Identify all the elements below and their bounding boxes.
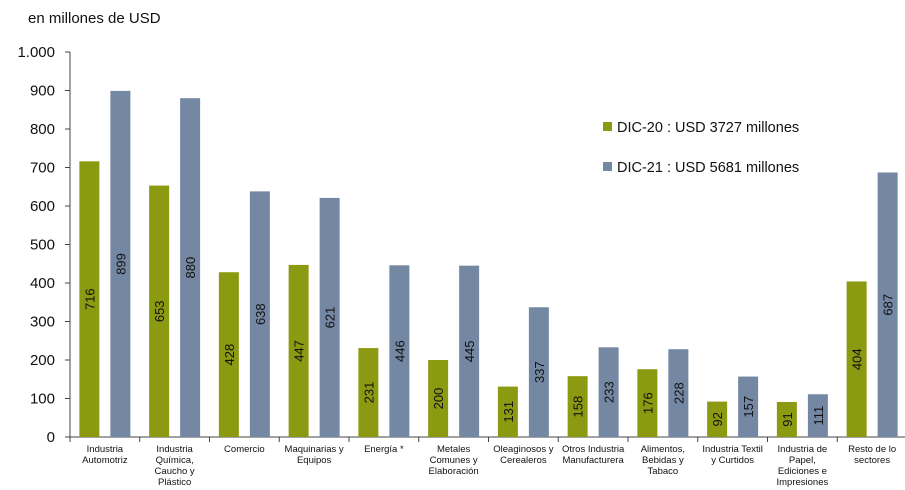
- legend-label: DIC-20 : USD 3727 millones: [617, 120, 799, 136]
- bar: [180, 98, 201, 437]
- data-label: 337: [532, 361, 547, 383]
- bar: [668, 349, 689, 437]
- x-category-label: Industria de: [778, 444, 828, 455]
- bar: [567, 376, 588, 437]
- x-category-label: Bebidas y: [642, 455, 684, 466]
- data-label: 446: [392, 340, 407, 362]
- bar: [319, 197, 340, 437]
- x-category-label: Metales: [437, 444, 471, 455]
- x-category-label: Química,: [156, 455, 194, 466]
- y-unit-label: en millones de USD: [28, 10, 161, 27]
- x-category-label: Comercio: [224, 444, 265, 455]
- data-label: 228: [671, 382, 686, 404]
- y-tick-label: 700: [30, 160, 55, 177]
- legend-swatch: [603, 162, 612, 171]
- bar: [428, 360, 449, 437]
- data-label: 687: [881, 294, 896, 316]
- bar: [497, 386, 518, 437]
- x-category-label: y Curtidos: [711, 455, 754, 466]
- y-tick-label: 600: [30, 198, 55, 215]
- data-label: 653: [152, 300, 167, 322]
- x-category-label: Caucho y: [155, 466, 195, 477]
- x-category-label: Papel,: [789, 455, 816, 466]
- data-label: 233: [602, 381, 617, 403]
- x-category-label: Elaboración: [429, 466, 479, 477]
- x-category-label: Oleaginosos y: [493, 444, 553, 455]
- data-label: 92: [710, 412, 725, 426]
- data-label: 445: [462, 340, 477, 362]
- data-label: 176: [640, 392, 655, 414]
- data-label: 880: [183, 257, 198, 279]
- y-tick-label: 900: [30, 83, 55, 100]
- x-category-label: Industria: [87, 444, 124, 455]
- data-label: 428: [222, 344, 237, 366]
- bar: [358, 348, 379, 437]
- x-category-label: Energía *: [364, 444, 404, 455]
- y-tick-label: 400: [30, 275, 55, 292]
- data-label: 111: [811, 406, 826, 426]
- bar: [738, 376, 759, 437]
- x-category-label: Alimentos,: [641, 444, 685, 455]
- y-tick-label: 500: [30, 237, 55, 254]
- y-tick-label: 0: [47, 429, 55, 446]
- bar: [846, 281, 867, 437]
- y-tick-label: 1.000: [17, 44, 55, 61]
- x-category-label: Industria Textil: [702, 444, 763, 455]
- data-label: 200: [431, 388, 446, 410]
- bar: [598, 347, 619, 437]
- x-category-label: Ediciones e: [778, 466, 827, 477]
- data-label: 621: [323, 307, 338, 329]
- bar: [79, 161, 100, 437]
- x-category-label: Tabaco: [648, 466, 679, 477]
- bar: [459, 265, 480, 437]
- x-category-label: Comunes y: [430, 455, 478, 466]
- bar: [707, 401, 728, 437]
- data-label: 157: [741, 396, 756, 418]
- x-category-label: Plástico: [158, 477, 191, 488]
- data-label: 91: [780, 412, 795, 426]
- x-category-label: Manufacturera: [562, 455, 624, 466]
- data-label: 716: [82, 288, 97, 310]
- x-category-label: Automotriz: [82, 455, 128, 466]
- bar: [249, 191, 270, 437]
- bar: [389, 265, 410, 437]
- bar: [528, 307, 549, 437]
- bar: [776, 401, 797, 437]
- y-tick-label: 800: [30, 121, 55, 138]
- data-label: 447: [292, 340, 307, 362]
- x-category-label: Industria: [156, 444, 193, 455]
- bar: [807, 394, 828, 437]
- y-tick-label: 200: [30, 352, 55, 369]
- data-label: 404: [850, 348, 865, 370]
- bar: [218, 272, 239, 437]
- x-category-label: Maquinarias y: [285, 444, 344, 455]
- x-category-label: sectores: [854, 455, 890, 466]
- bar: [110, 90, 131, 437]
- y-tick-label: 300: [30, 314, 55, 331]
- data-label: 131: [501, 401, 516, 423]
- x-category-label: Impresiones: [777, 477, 829, 488]
- y-tick-label: 100: [30, 391, 55, 408]
- data-label: 638: [253, 303, 268, 325]
- bar: [637, 369, 658, 437]
- data-label: 899: [113, 253, 128, 275]
- x-category-label: Resto de lo: [848, 444, 896, 455]
- bar: [877, 172, 898, 437]
- x-category-label: Cerealeros: [500, 455, 547, 466]
- bar: [288, 264, 309, 437]
- legend-swatch: [603, 122, 612, 131]
- data-label: 158: [571, 396, 586, 418]
- legend-label: DIC-21 : USD 5681 millones: [617, 160, 799, 176]
- bar: [149, 185, 170, 437]
- x-category-label: Equipos: [297, 455, 332, 466]
- x-category-label: Otros Industria: [562, 444, 625, 455]
- data-label: 231: [361, 382, 376, 404]
